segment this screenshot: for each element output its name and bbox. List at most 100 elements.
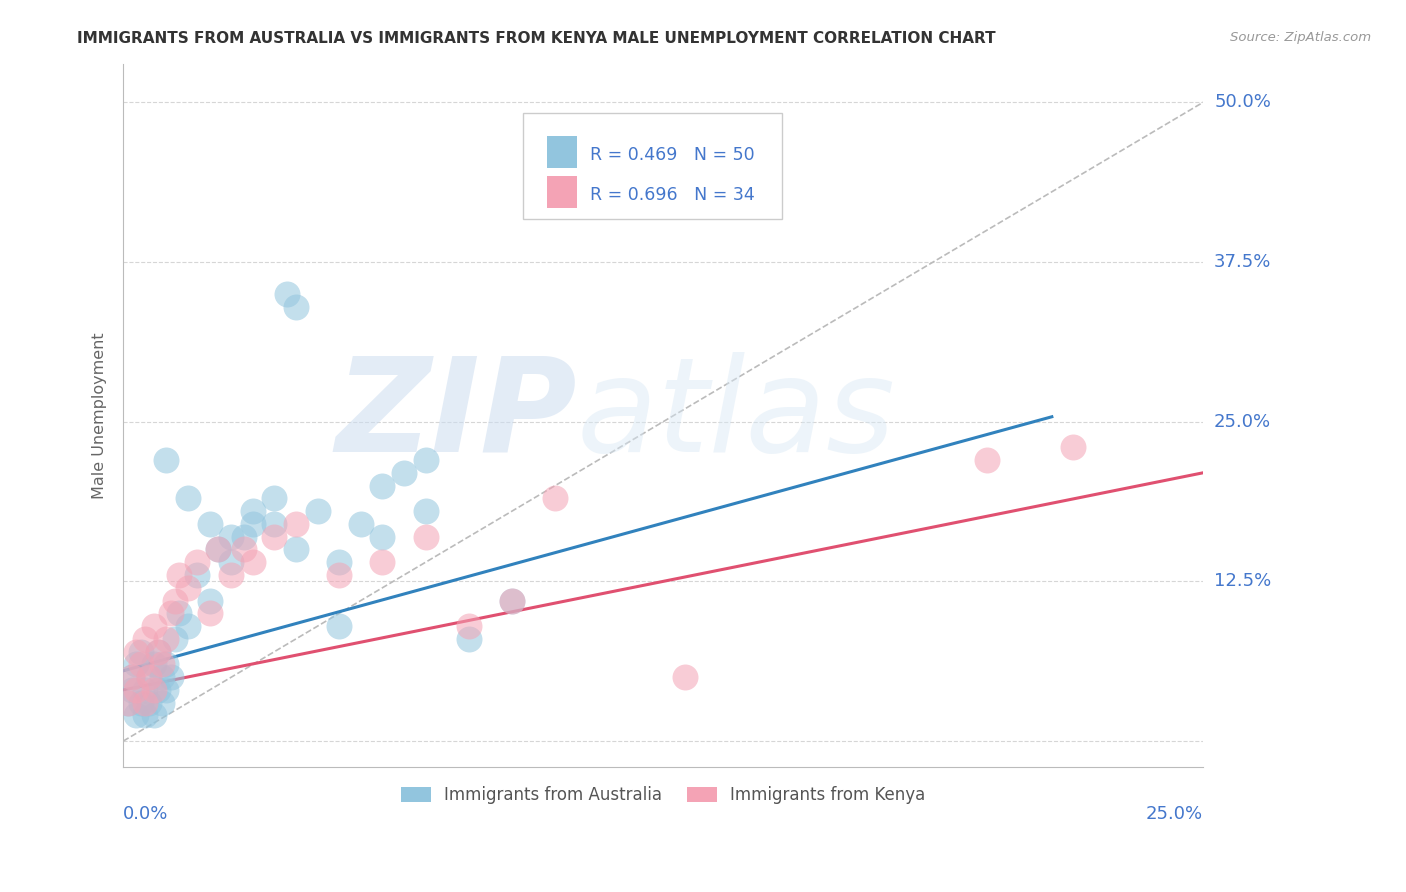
Point: [350, 516, 373, 531]
Point: [125, 682, 148, 697]
Point: [134, 682, 156, 697]
Point: [233, 530, 256, 544]
Point: [142, 657, 165, 672]
Point: [285, 300, 308, 314]
Y-axis label: Male Unemployment: Male Unemployment: [93, 332, 107, 499]
Point: [150, 696, 173, 710]
Point: [125, 645, 148, 659]
Text: 50.0%: 50.0%: [1215, 94, 1271, 112]
Point: [169, 607, 191, 621]
Text: 25.0%: 25.0%: [1215, 413, 1271, 431]
Point: [501, 593, 523, 607]
Point: [169, 568, 191, 582]
Point: [155, 682, 177, 697]
Point: [276, 287, 298, 301]
Point: [146, 645, 169, 659]
Point: [138, 696, 160, 710]
Point: [117, 696, 139, 710]
Point: [146, 645, 169, 659]
Point: [165, 632, 187, 646]
Point: [134, 696, 156, 710]
Point: [134, 708, 156, 723]
Point: [186, 568, 208, 582]
Point: [219, 555, 242, 569]
Point: [1062, 440, 1084, 454]
Text: 12.5%: 12.5%: [1215, 573, 1271, 591]
Point: [263, 491, 285, 506]
Point: [142, 619, 165, 633]
Point: [285, 516, 308, 531]
Point: [198, 607, 221, 621]
Point: [457, 632, 479, 646]
Point: [186, 555, 208, 569]
Point: [242, 555, 264, 569]
Point: [219, 568, 242, 582]
Point: [328, 555, 350, 569]
Point: [233, 542, 256, 557]
Point: [155, 453, 177, 467]
Point: [457, 619, 479, 633]
Point: [242, 516, 264, 531]
Legend: Immigrants from Australia, Immigrants from Kenya: Immigrants from Australia, Immigrants fr…: [394, 780, 932, 811]
Point: [121, 670, 143, 684]
Text: 25.0%: 25.0%: [1146, 805, 1204, 823]
Point: [159, 607, 181, 621]
Point: [415, 504, 437, 518]
Point: [307, 504, 329, 518]
Point: [415, 530, 437, 544]
Text: Source: ZipAtlas.com: Source: ZipAtlas.com: [1230, 31, 1371, 45]
Point: [392, 466, 415, 480]
Point: [121, 682, 143, 697]
Point: [150, 670, 173, 684]
Point: [129, 645, 152, 659]
Point: [207, 542, 229, 557]
Point: [146, 682, 169, 697]
Point: [371, 478, 394, 492]
FancyBboxPatch shape: [547, 177, 576, 208]
Point: [501, 593, 523, 607]
Point: [177, 619, 200, 633]
Text: IMMIGRANTS FROM AUSTRALIA VS IMMIGRANTS FROM KENYA MALE UNEMPLOYMENT CORRELATION: IMMIGRANTS FROM AUSTRALIA VS IMMIGRANTS …: [77, 31, 995, 46]
Text: R = 0.469   N = 50: R = 0.469 N = 50: [589, 146, 755, 164]
Point: [159, 670, 181, 684]
Point: [165, 593, 187, 607]
Point: [138, 670, 160, 684]
Point: [155, 632, 177, 646]
Point: [138, 670, 160, 684]
Point: [328, 619, 350, 633]
Point: [198, 593, 221, 607]
Text: R = 0.696   N = 34: R = 0.696 N = 34: [589, 186, 755, 204]
FancyBboxPatch shape: [547, 136, 576, 168]
Point: [207, 542, 229, 557]
Point: [117, 696, 139, 710]
Text: 0.0%: 0.0%: [124, 805, 169, 823]
Point: [371, 555, 394, 569]
Point: [328, 568, 350, 582]
Point: [263, 516, 285, 531]
Point: [415, 453, 437, 467]
FancyBboxPatch shape: [523, 113, 782, 219]
Point: [121, 670, 143, 684]
Point: [150, 657, 173, 672]
Point: [198, 516, 221, 531]
Text: 37.5%: 37.5%: [1215, 253, 1271, 271]
Point: [134, 632, 156, 646]
Point: [129, 657, 152, 672]
Point: [263, 530, 285, 544]
Point: [125, 657, 148, 672]
Point: [371, 530, 394, 544]
Point: [129, 696, 152, 710]
Point: [177, 491, 200, 506]
Point: [285, 542, 308, 557]
Point: [125, 708, 148, 723]
Point: [142, 708, 165, 723]
Point: [544, 491, 567, 506]
Point: [219, 530, 242, 544]
Point: [976, 453, 998, 467]
Point: [242, 504, 264, 518]
Text: ZIP: ZIP: [335, 351, 576, 479]
Point: [177, 581, 200, 595]
Text: atlas: atlas: [576, 351, 896, 479]
Point: [673, 670, 696, 684]
Point: [142, 682, 165, 697]
